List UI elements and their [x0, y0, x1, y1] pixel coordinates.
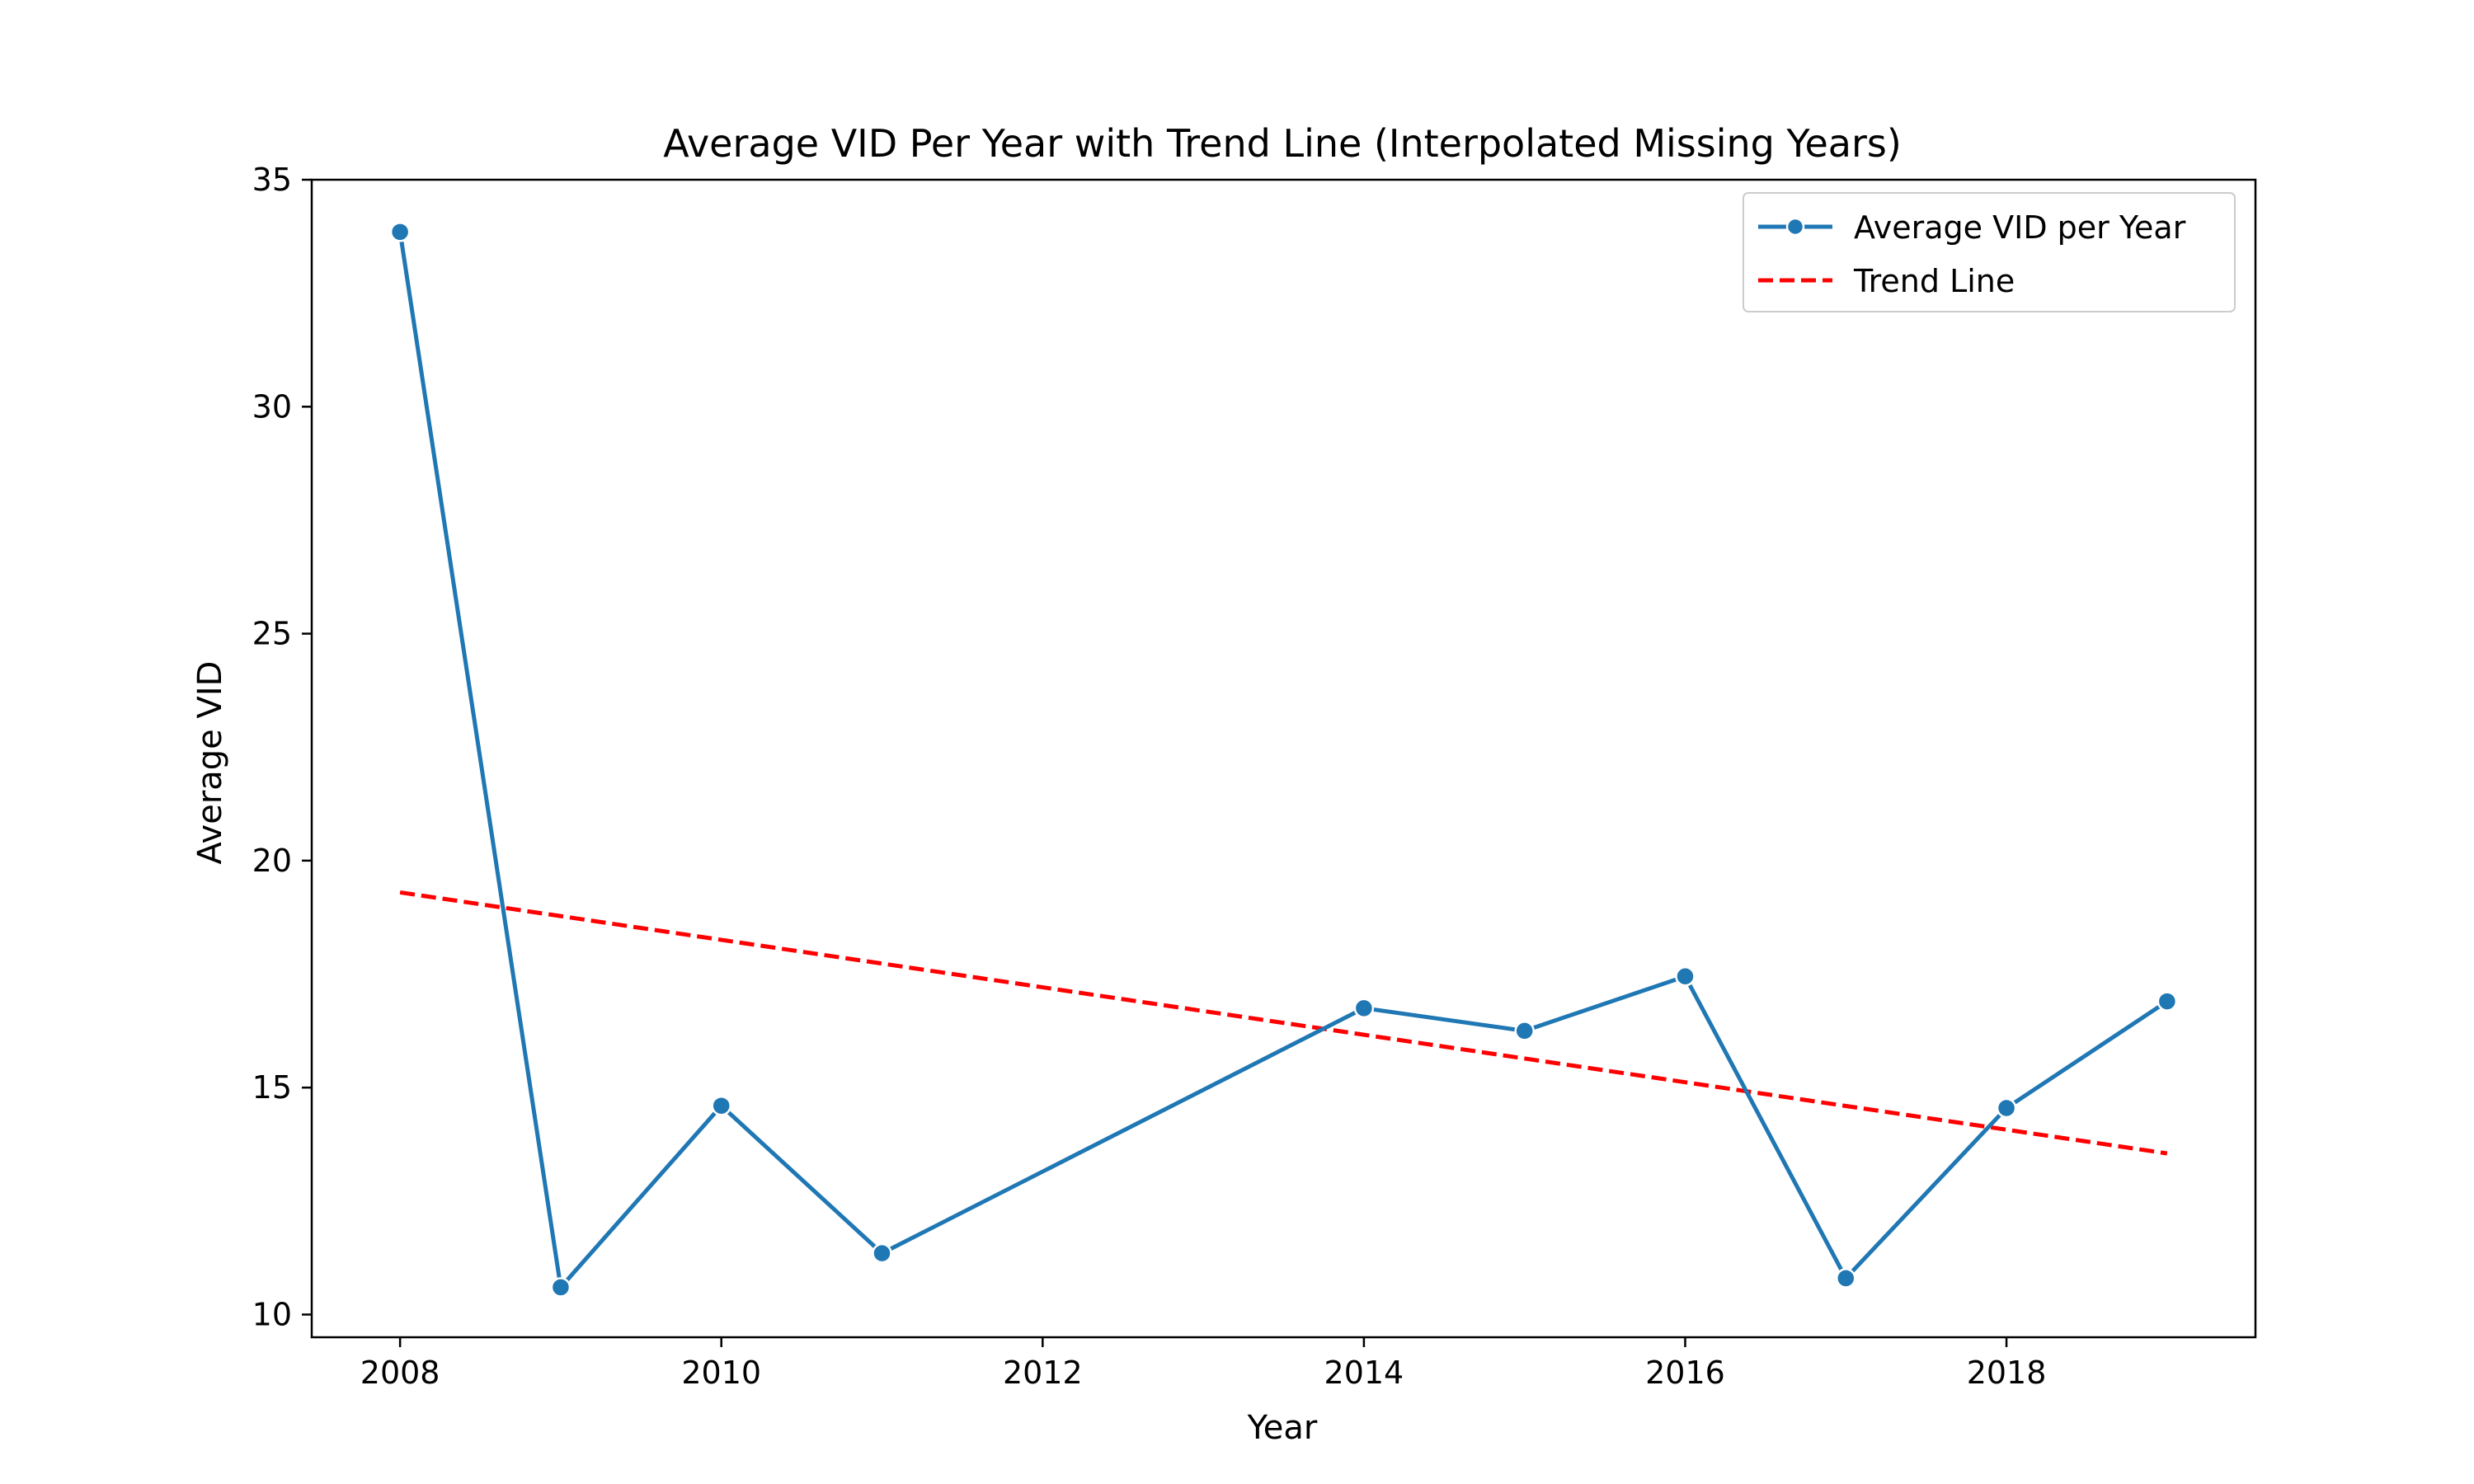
legend-average-vid-label: Average VID per Year [1854, 209, 2186, 246]
data-point-2011 [872, 1242, 892, 1264]
average-vid-line [397, 231, 2169, 1289]
axes-layer: 2008 2010 2012 2014 2016 2018 10 15 20 25 30 35 [252, 162, 2257, 1391]
legend: Average VID per Year Trend Line [1743, 192, 2236, 312]
y-tick-label-10: 10 [252, 1296, 292, 1332]
data-point-2016 [1675, 966, 1696, 987]
data-point-2008 [389, 222, 411, 242]
y-axis-label: Average VID [191, 661, 229, 865]
x-axis-label: Year [1247, 1409, 1318, 1447]
legend-box [1743, 192, 2236, 312]
legend-trend-line-label: Trend Line [1853, 263, 2015, 299]
data-point-2010 [711, 1095, 731, 1116]
average-vid-series-layer [389, 222, 2178, 1298]
x-tick-label-2010: 2010 [681, 1355, 761, 1391]
data-point-2015 [1514, 1021, 1535, 1041]
data-point-2017 [1836, 1268, 1856, 1289]
trend-line [399, 890, 2168, 1156]
y-tick-label-15: 15 [252, 1069, 292, 1106]
x-tick-label-2014: 2014 [1324, 1355, 1404, 1391]
y-tick-label-35: 35 [252, 162, 292, 198]
x-tick-label-2016: 2016 [1645, 1355, 1725, 1391]
y-tick-label-25: 25 [252, 616, 292, 652]
x-tick-label-2018: 2018 [1967, 1355, 2047, 1391]
y-tick-label-20: 20 [252, 843, 292, 879]
x-tick-label-2012: 2012 [1003, 1355, 1083, 1391]
x-tick-label-2008: 2008 [360, 1355, 440, 1391]
data-point-2009 [550, 1277, 571, 1298]
data-point-2018 [1996, 1097, 2017, 1119]
data-point-2019 [2157, 991, 2178, 1012]
chart-title: Average VID Per Year with Trend Line (In… [663, 121, 1902, 166]
data-point-2014 [1353, 998, 1375, 1019]
axes-frame [310, 178, 2257, 1339]
legend-average-vid-marker-icon [1785, 217, 1805, 237]
trend-line-layer [399, 890, 2168, 1156]
plot-background [312, 180, 2255, 1337]
plot-area [312, 180, 2255, 1337]
y-tick-label-30: 30 [252, 388, 292, 425]
